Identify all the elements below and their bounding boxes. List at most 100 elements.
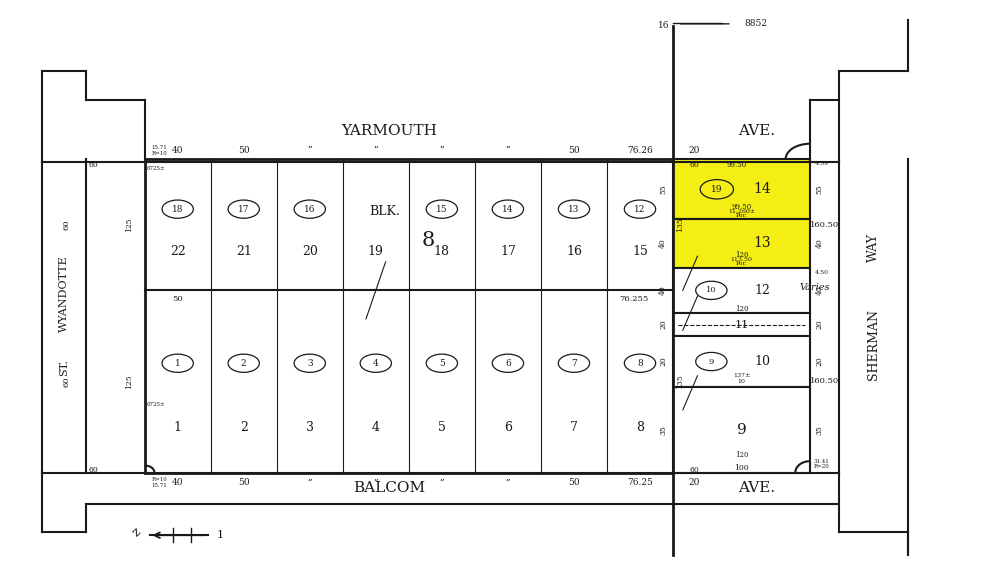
Text: 50: 50 (238, 478, 250, 488)
Text: 99.50: 99.50 (726, 161, 747, 169)
Text: 50: 50 (172, 295, 183, 303)
Text: 9: 9 (708, 358, 714, 366)
Text: R=10: R=10 (152, 477, 167, 482)
Text: 9: 9 (737, 423, 747, 437)
Bar (673, 159, 810, 219)
Text: 8: 8 (422, 231, 435, 250)
Text: 20: 20 (302, 244, 318, 258)
Text: 11: 11 (734, 320, 749, 329)
Bar (673, 336, 810, 387)
Text: WYANDOTTE: WYANDOTTE (59, 255, 69, 332)
Text: 31.41: 31.41 (814, 459, 830, 463)
Text: 50: 50 (238, 146, 250, 155)
Text: 13: 13 (753, 236, 770, 250)
Text: 8: 8 (637, 359, 643, 368)
Text: 10: 10 (737, 379, 746, 384)
Text: WAY: WAY (867, 233, 880, 262)
Text: 10: 10 (754, 355, 770, 368)
Text: 4: 4 (372, 420, 380, 434)
Text: 35: 35 (816, 425, 824, 435)
Text: 6725±: 6725± (147, 166, 165, 171)
Bar (145, 159, 673, 473)
Text: 125: 125 (125, 374, 133, 389)
Text: 14: 14 (502, 205, 514, 214)
Text: 20: 20 (659, 356, 667, 366)
Text: 120: 120 (735, 451, 748, 459)
Text: 17: 17 (500, 244, 516, 258)
Text: 5: 5 (438, 420, 446, 434)
Text: ”: ” (307, 146, 312, 155)
Text: 7: 7 (571, 359, 577, 368)
Text: 20: 20 (816, 356, 824, 366)
Text: 76.26: 76.26 (627, 146, 652, 155)
Text: ”: ” (307, 478, 312, 488)
Text: 16: 16 (304, 205, 316, 214)
Text: 50: 50 (568, 478, 580, 488)
Text: 55: 55 (659, 185, 667, 194)
Text: 11,260±: 11,260± (728, 208, 755, 213)
Text: 10: 10 (707, 286, 716, 294)
Text: 20: 20 (689, 478, 701, 488)
Text: 160.50: 160.50 (810, 377, 839, 385)
Text: 113.50: 113.50 (730, 256, 753, 262)
Text: 7: 7 (570, 420, 578, 434)
Text: 8852: 8852 (745, 20, 768, 28)
Text: 60: 60 (89, 466, 98, 474)
Text: SHERMAN: SHERMAN (867, 309, 880, 380)
Text: 40: 40 (816, 239, 824, 248)
Text: 60: 60 (690, 161, 700, 169)
Text: 60: 60 (89, 161, 98, 169)
Text: 15: 15 (436, 205, 448, 214)
Text: 12: 12 (754, 284, 770, 297)
Text: ”: ” (440, 146, 444, 155)
Text: R=20: R=20 (814, 465, 830, 469)
Text: 4.59: 4.59 (815, 162, 829, 166)
Text: 76.255: 76.255 (619, 295, 648, 303)
Text: 60: 60 (62, 376, 71, 387)
Text: ”: ” (440, 478, 444, 488)
Text: 6: 6 (505, 359, 511, 368)
Text: 12: 12 (635, 205, 646, 214)
Bar (673, 387, 810, 473)
Text: 21: 21 (236, 244, 252, 258)
Text: 16: 16 (566, 244, 582, 258)
Text: 60: 60 (690, 466, 700, 474)
Text: 160.50: 160.50 (810, 221, 839, 229)
Text: 13: 13 (568, 205, 580, 214)
Text: ST.: ST. (59, 359, 69, 375)
Text: 15.71: 15.71 (152, 482, 167, 488)
Text: 1: 1 (216, 530, 223, 540)
Text: BALCOM: BALCOM (353, 481, 425, 495)
Text: AVE.: AVE. (738, 124, 774, 138)
Text: 19: 19 (368, 244, 384, 258)
Bar (673, 219, 810, 267)
Text: 6: 6 (504, 420, 512, 434)
Text: 19: 19 (711, 185, 722, 194)
Text: 18: 18 (434, 244, 450, 258)
Text: Por.: Por. (736, 261, 748, 266)
Text: 16: 16 (657, 21, 669, 30)
Text: ”: ” (506, 146, 511, 155)
Text: 40: 40 (816, 285, 824, 295)
Text: 76.25: 76.25 (627, 478, 653, 488)
Text: 6725±: 6725± (147, 402, 165, 407)
Text: 17: 17 (238, 205, 250, 214)
Text: 15.71: 15.71 (152, 145, 167, 151)
Text: 18: 18 (172, 205, 183, 214)
Text: Varies: Varies (800, 283, 830, 292)
Text: ”: ” (506, 478, 511, 488)
Text: YARMOUTH: YARMOUTH (341, 124, 437, 138)
Text: 40: 40 (172, 478, 183, 488)
Text: ”: ” (374, 478, 378, 488)
Text: 120: 120 (735, 305, 748, 313)
Text: 22: 22 (170, 244, 186, 258)
Text: 50: 50 (568, 146, 580, 155)
Bar (673, 313, 810, 336)
Text: 120: 120 (735, 251, 748, 259)
Text: 55: 55 (816, 185, 824, 194)
Text: 137±: 137± (733, 373, 750, 378)
Text: 99.50: 99.50 (731, 202, 752, 210)
Text: 20: 20 (659, 320, 667, 329)
Text: 4.50: 4.50 (815, 270, 829, 275)
Text: 20: 20 (816, 320, 824, 329)
